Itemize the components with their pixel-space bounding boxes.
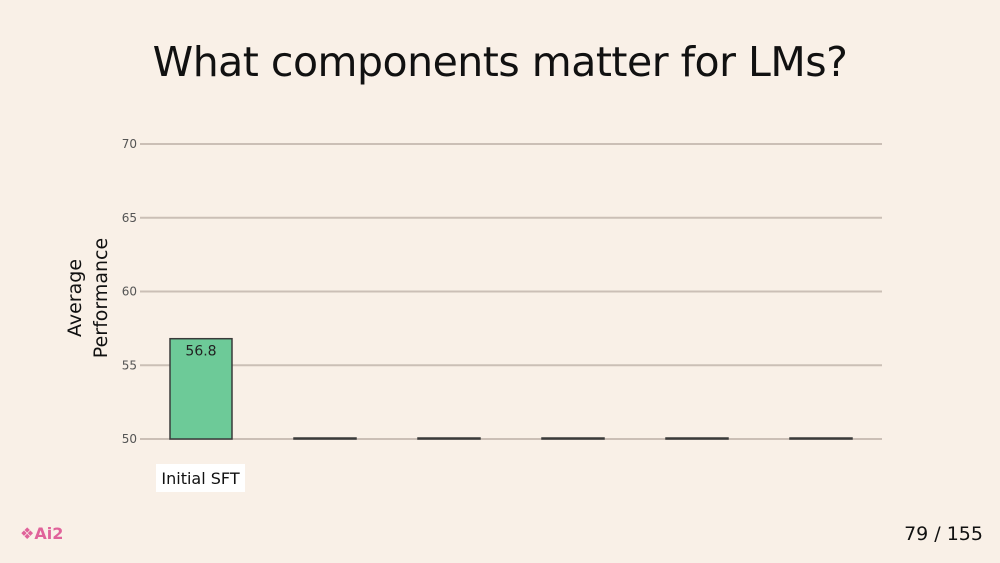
page-number: 79 / 155 <box>904 523 983 545</box>
bar-empty-4 <box>665 437 729 440</box>
data-label: 56.8 <box>185 344 216 360</box>
bar-empty-5 <box>789 437 853 440</box>
data-labels: 56.8 <box>185 344 216 360</box>
y-axis-label-line-2: Performance <box>90 237 112 359</box>
bar-empty-2 <box>417 437 481 440</box>
bar-initial-sft <box>169 337 233 440</box>
y-tick-label: 55 <box>122 358 137 372</box>
y-tick-label: 60 <box>122 285 137 299</box>
bar-empty-1 <box>293 437 357 440</box>
x-category-label-initial-sft: Initial SFT <box>156 464 245 492</box>
bar-empty-3 <box>541 437 605 440</box>
logo-text: Ai2 <box>34 524 64 543</box>
y-tick-label: 50 <box>122 432 137 446</box>
slide-title: What components matter for LMs? <box>152 38 848 86</box>
y-axis-label-line-1: Average <box>64 258 86 338</box>
y-axis-label: Average Performance <box>62 198 114 398</box>
ai2-logo: ❖Ai2 <box>20 524 63 543</box>
bars <box>169 337 853 440</box>
grid-lines <box>140 143 882 440</box>
y-tick-labels: 50 55 60 65 70 <box>122 137 137 446</box>
y-tick-label: 65 <box>122 211 137 225</box>
y-tick-label: 70 <box>122 137 137 151</box>
logo-mark-icon: ❖ <box>20 524 35 543</box>
